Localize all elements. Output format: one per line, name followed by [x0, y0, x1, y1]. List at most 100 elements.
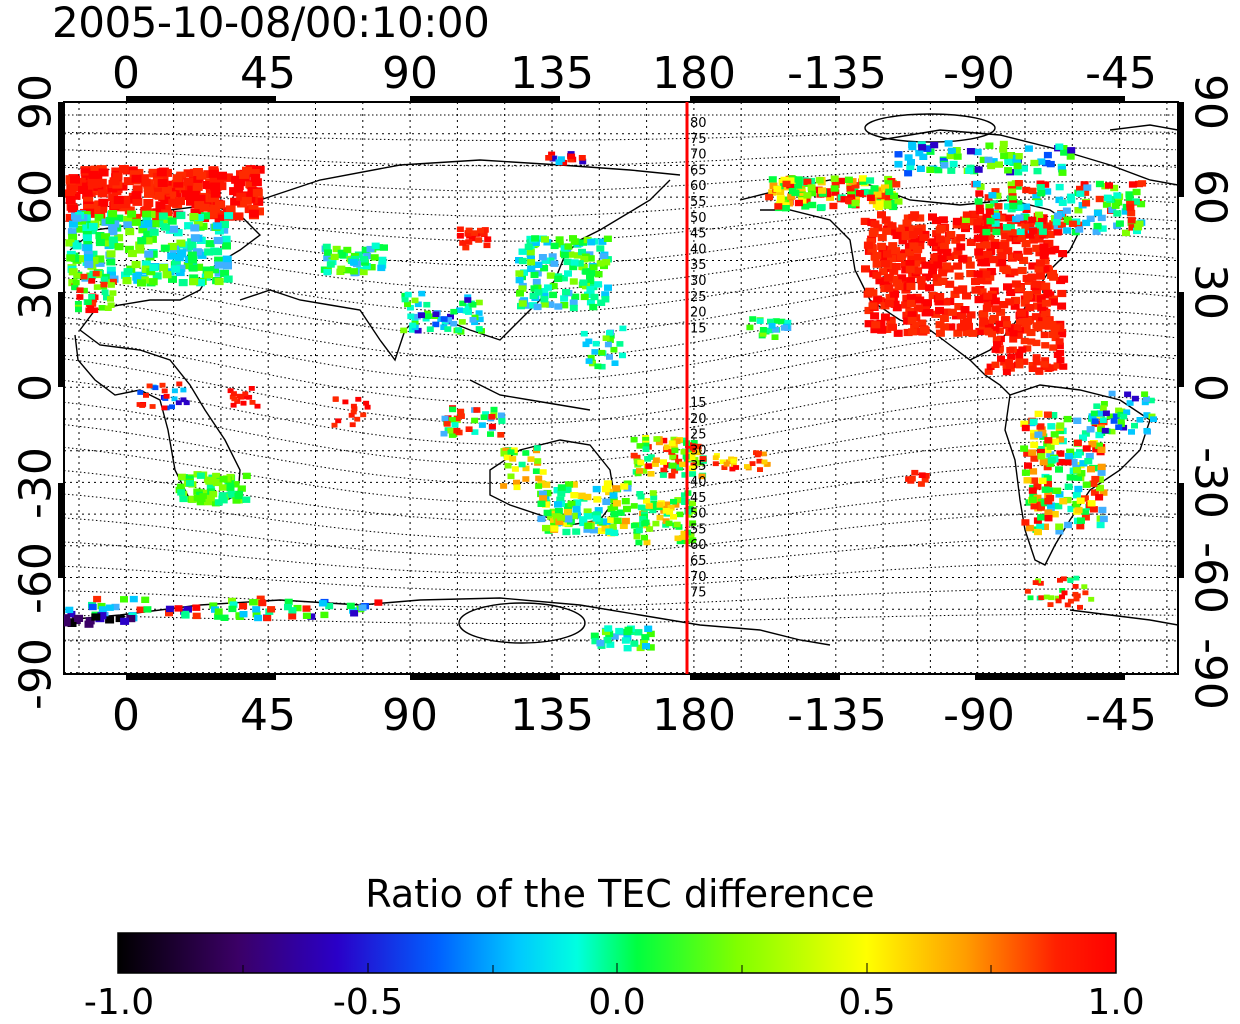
- tec-cell: [426, 326, 434, 332]
- tec-cell: [902, 219, 912, 227]
- tec-cell: [107, 296, 114, 302]
- latitude-tick-label: 0: [1185, 374, 1236, 402]
- tec-cell: [803, 192, 812, 199]
- tec-cell: [1049, 364, 1058, 371]
- tec-cell: [535, 475, 543, 482]
- tec-cell: [173, 229, 183, 237]
- tec-cell: [89, 256, 99, 265]
- tec-cell: [890, 192, 899, 200]
- tec-cell: [583, 508, 592, 515]
- tec-cell: [583, 526, 592, 533]
- tec-cell: [143, 230, 153, 238]
- tec-cell: [1037, 190, 1046, 197]
- tec-cell: [220, 269, 230, 277]
- tec-cell: [689, 537, 697, 543]
- tec-cell: [444, 326, 452, 332]
- tec-cell: [155, 201, 166, 210]
- tec-cell: [557, 490, 566, 497]
- tec-cell: [1020, 165, 1028, 172]
- tec-cell: [181, 192, 192, 200]
- tec-cell: [1022, 203, 1031, 210]
- tec-cell: [1073, 439, 1082, 446]
- tec-cell: [1072, 492, 1081, 499]
- tec-cell: [569, 481, 578, 488]
- tec-cell: [209, 194, 220, 203]
- tec-cell: [1056, 458, 1065, 466]
- tec-cell: [530, 285, 539, 292]
- tec-cell: [905, 265, 915, 273]
- tec-cell: [549, 291, 558, 299]
- tec-cell: [1111, 202, 1120, 209]
- tec-cell: [930, 141, 939, 149]
- tec-cell: [1038, 217, 1046, 225]
- tec-cell: [1037, 580, 1044, 586]
- tec-cell: [686, 506, 693, 512]
- tec-cell: [876, 319, 886, 327]
- tec-cell: [179, 495, 188, 503]
- tec-cell: [650, 495, 658, 501]
- tec-cell: [130, 213, 141, 222]
- tec-cell: [721, 465, 728, 470]
- tec-cell: [861, 265, 870, 273]
- tec-cell: [471, 417, 479, 424]
- tec-cell: [1101, 427, 1109, 434]
- tec-cell: [877, 234, 887, 242]
- tec-cell: [70, 175, 80, 184]
- tec-cell: [928, 263, 938, 271]
- tec-cell: [837, 177, 845, 185]
- tec-cell: [1082, 481, 1091, 488]
- tec-cell: [757, 467, 763, 472]
- tec-cell: [968, 218, 978, 226]
- tec-cell: [660, 467, 668, 474]
- colorbar-tick-label: 0.0: [588, 982, 646, 1023]
- tec-cell: [586, 255, 595, 262]
- tec-cell: [1088, 413, 1097, 420]
- tec-cell: [1077, 517, 1085, 524]
- tec-cell: [94, 214, 104, 222]
- tec-cell: [815, 177, 824, 184]
- tec-cell: [1043, 224, 1052, 231]
- tec-cell: [1043, 594, 1050, 600]
- tec-cell: [962, 211, 971, 218]
- tec-cell: [171, 265, 181, 273]
- tec-cell: [1037, 504, 1045, 511]
- tec-cell: [1039, 433, 1048, 440]
- tec-cell: [146, 383, 153, 389]
- tec-cell: [226, 484, 235, 491]
- tec-cell: [337, 265, 346, 272]
- tec-cell: [935, 235, 945, 243]
- tec-cell: [646, 526, 654, 532]
- tec-cell: [952, 147, 961, 154]
- tec-cell: [868, 302, 878, 310]
- tec-cell: [772, 318, 780, 324]
- tec-cell: [67, 610, 76, 618]
- tec-cell: [1081, 584, 1088, 590]
- tec-cell: [1057, 289, 1067, 298]
- tec-cell: [889, 267, 899, 275]
- tec-cell: [518, 300, 527, 307]
- tec-cell: [123, 215, 133, 224]
- tec-cell: [1034, 528, 1042, 536]
- tec-cell: [196, 279, 206, 287]
- tec-cell: [284, 603, 292, 611]
- tec-cell: [956, 243, 966, 251]
- tec-cell: [81, 175, 92, 184]
- tec-cell: [996, 335, 1005, 343]
- tec-cell: [120, 196, 131, 204]
- tec-cell: [267, 606, 276, 613]
- tec-cell: [449, 406, 457, 413]
- tec-cell: [646, 644, 655, 651]
- tec-cell: [572, 505, 581, 513]
- tec-cell: [597, 527, 606, 534]
- tec-cell: [1141, 399, 1149, 406]
- tec-cell: [569, 304, 578, 312]
- tec-cell: [1083, 184, 1092, 191]
- magnetic-latitude-label: 60: [690, 179, 707, 194]
- tec-cell: [594, 271, 603, 278]
- tec-cell: [124, 245, 134, 253]
- tec-cell: [1042, 159, 1051, 167]
- tec-cell: [1143, 412, 1151, 418]
- tec-cell: [214, 227, 224, 235]
- tec-cell: [236, 393, 243, 399]
- tec-cell: [956, 323, 966, 331]
